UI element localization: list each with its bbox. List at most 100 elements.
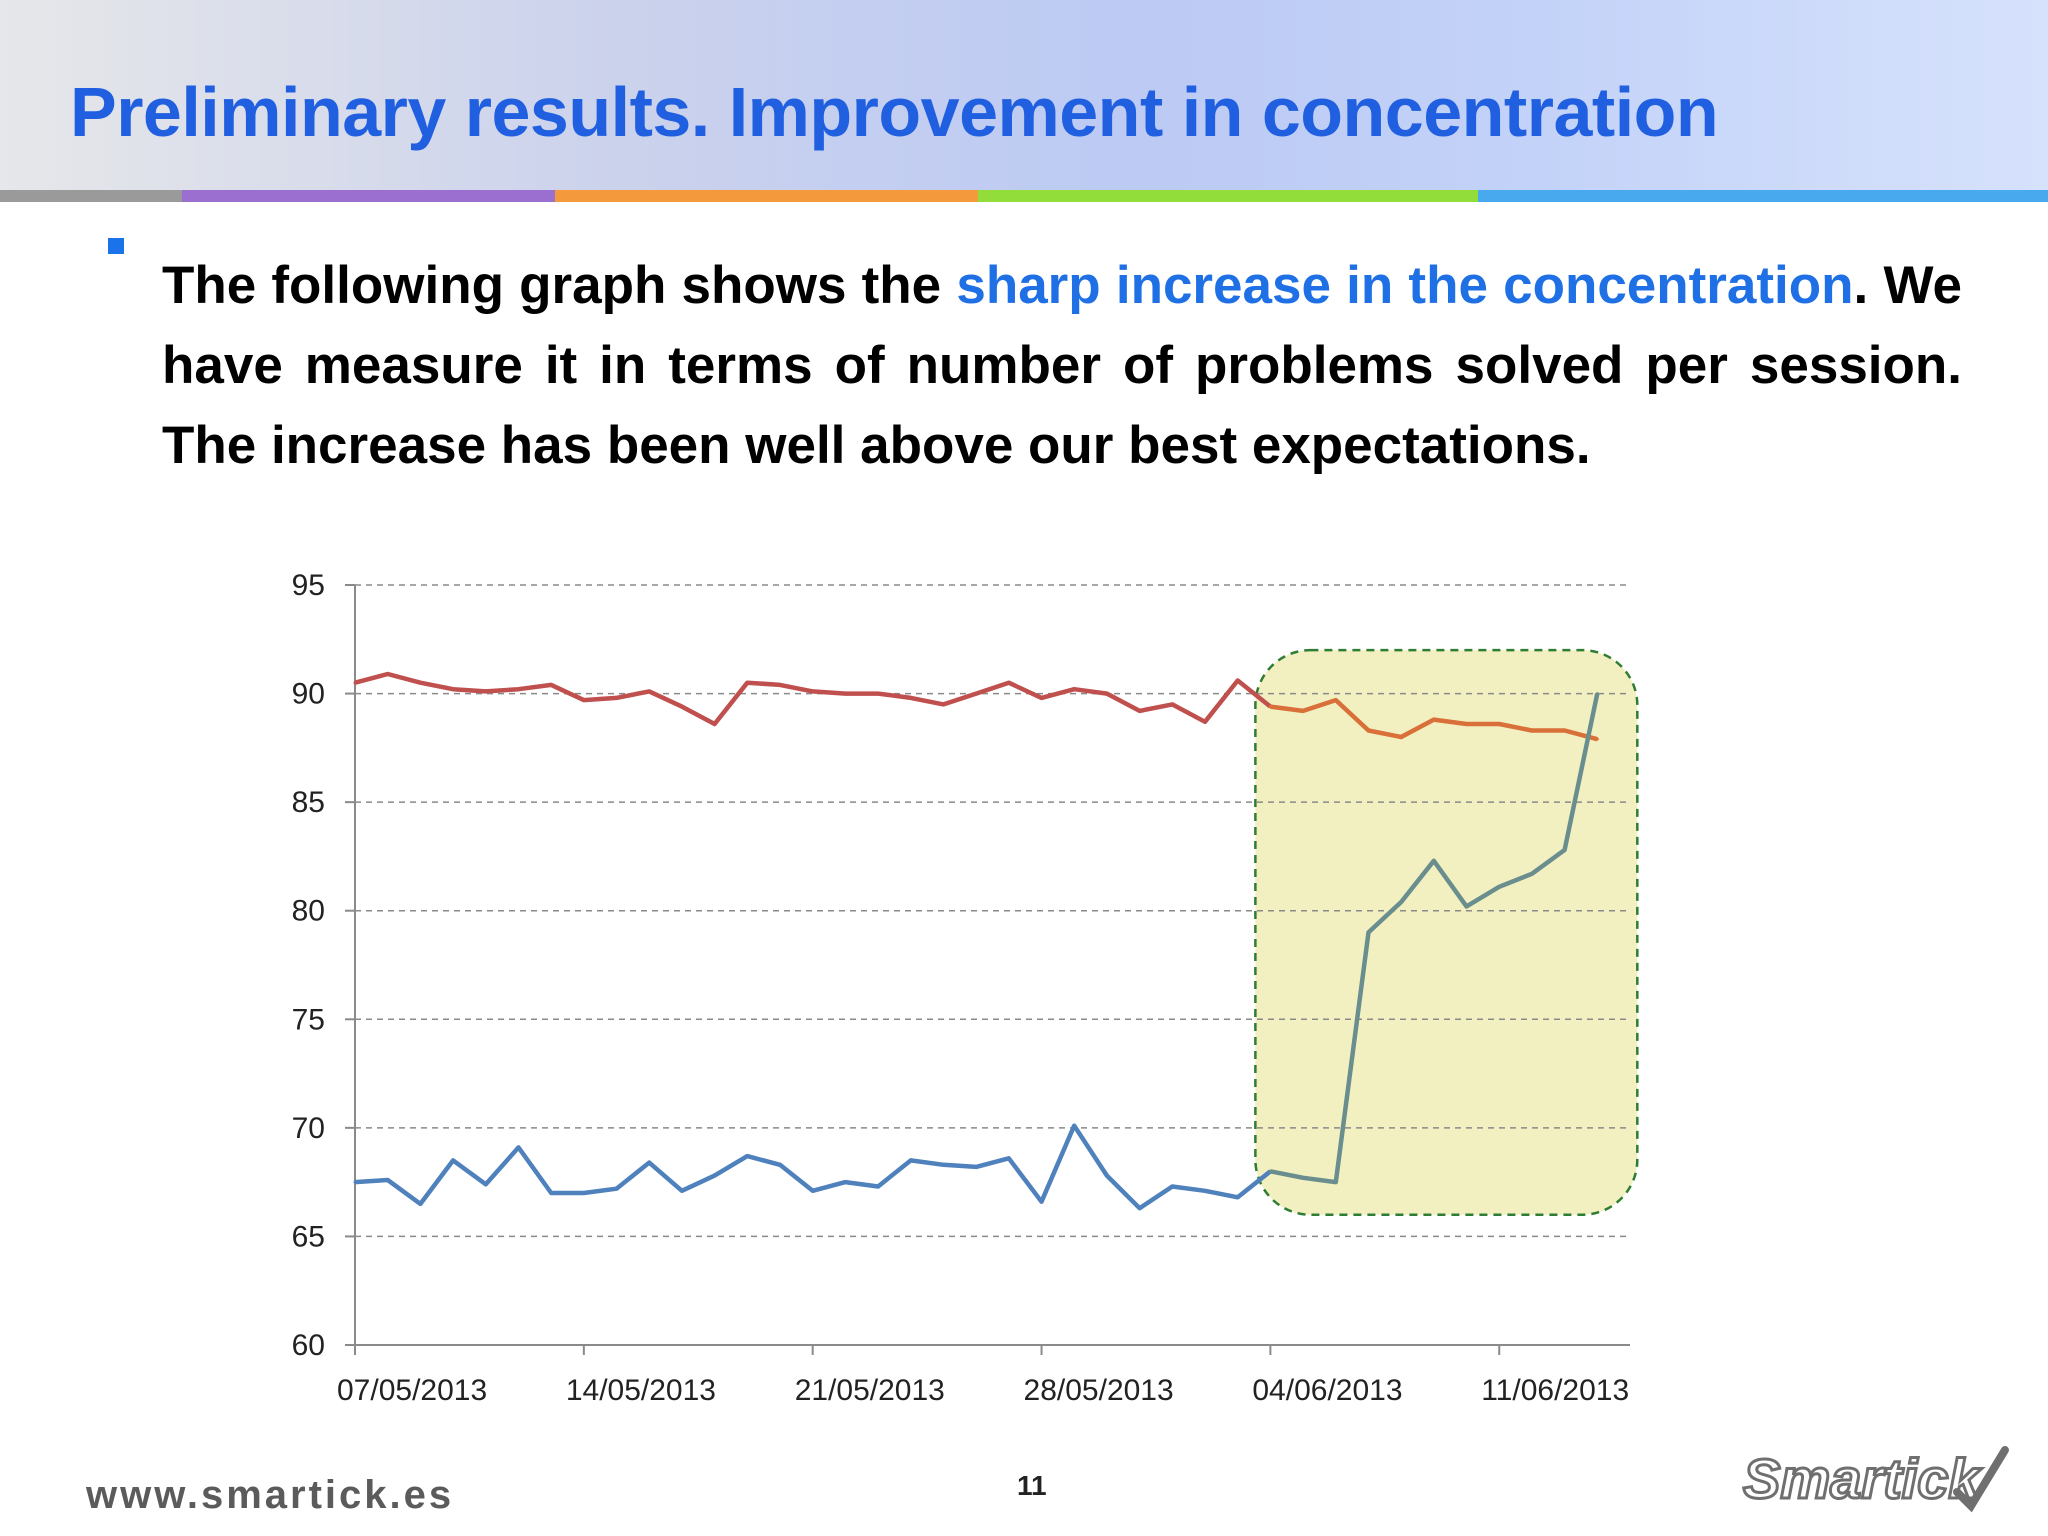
series-0-point-28 (1268, 705, 1272, 709)
series-0-point-24 (1138, 709, 1142, 713)
series-1-point-37 (1563, 848, 1567, 852)
series-0-point-35 (1497, 722, 1501, 726)
series-0-point-2 (418, 681, 422, 685)
x-tick-label-1: 14/05/2013 (566, 1374, 716, 1407)
x-tick-label-4: 04/06/2013 (1252, 1374, 1402, 1407)
series-1-point-26 (1203, 1189, 1207, 1193)
series-1-point-10 (680, 1189, 684, 1193)
series-1-point-31 (1366, 930, 1370, 934)
series-1-point-11 (713, 1174, 717, 1178)
series-1-point-33 (1432, 859, 1436, 863)
series-1-point-36 (1530, 872, 1534, 876)
bullet-text-end: . We have measure it in terms of number … (162, 256, 1962, 475)
series-0-point-37 (1563, 728, 1567, 732)
series-1-point-2 (418, 1202, 422, 1206)
series-0-point-30 (1334, 698, 1338, 702)
x-tick-label-0: 07/05/2013 (337, 1374, 487, 1407)
series-0-point-34 (1465, 722, 1469, 726)
series-0-point-33 (1432, 718, 1436, 722)
concentration-chart: 60 65 70 75 80 85 90 95 07/05/2013 14/05/2013 21/0… (190, 545, 1700, 1430)
series-1-point-20 (1007, 1156, 1011, 1160)
series-0-point-21 (1040, 696, 1044, 700)
series-0-point-11 (713, 722, 717, 726)
footer-url: www.smartick.es (86, 1473, 455, 1517)
x-tick-label-2: 21/05/2013 (795, 1374, 945, 1407)
series-0-point-22 (1072, 687, 1076, 691)
series-1-point-1 (386, 1178, 390, 1182)
series-1-point-35 (1497, 885, 1501, 889)
series-0-point-15 (843, 692, 847, 696)
series-1-point-29 (1301, 1176, 1305, 1180)
bullet-highlight: sharp increase in the concentration (956, 256, 1854, 315)
series-1-point-24 (1138, 1206, 1142, 1210)
series-0-point-19 (974, 692, 978, 696)
series-1-point-27 (1236, 1195, 1240, 1199)
bullet-text: The following graph shows the sharp incr… (162, 246, 1962, 486)
series-1-point-22 (1072, 1124, 1076, 1128)
series-1-point-17 (909, 1158, 913, 1162)
series-0-point-8 (615, 696, 619, 700)
slide-header: Preliminary results. Improvement in conc… (0, 0, 2048, 190)
series-1-point-7 (582, 1191, 586, 1195)
color-strip-purple (182, 190, 555, 202)
y-tick-label-85: 85 (292, 786, 325, 819)
slide-title: Preliminary results. Improvement in conc… (70, 73, 1719, 151)
x-tick-label-3: 28/05/2013 (1024, 1374, 1174, 1407)
series-1-point-13 (778, 1163, 782, 1167)
color-strip-green (978, 190, 1478, 202)
series-0-point-6 (549, 683, 553, 687)
series-0-point-36 (1530, 728, 1534, 732)
series-1-point-5 (516, 1145, 520, 1149)
chart-svg: 60 65 70 75 80 85 90 95 07/05/2013 14/05/2013 21/0… (292, 569, 1639, 1407)
series-1-point-6 (549, 1191, 553, 1195)
y-tick-label-60: 60 (292, 1329, 325, 1362)
series-1-point-28 (1268, 1169, 1272, 1173)
series-0-point-7 (582, 698, 586, 702)
y-tick-label-65: 65 (292, 1220, 325, 1253)
y-tick-label-80: 80 (292, 895, 325, 928)
y-tick-label-90: 90 (292, 678, 325, 711)
series-0-point-16 (876, 692, 880, 696)
series-0-point-1 (386, 672, 390, 676)
series-0-point-14 (811, 689, 815, 693)
series-1-point-15 (843, 1180, 847, 1184)
color-strip-gray (0, 190, 182, 202)
y-tick-label-70: 70 (292, 1112, 325, 1145)
series-1-line (354, 1123, 1272, 1211)
series-1-point-32 (1399, 900, 1403, 904)
series-1-point-34 (1465, 904, 1469, 908)
series-1-point-38 (1595, 692, 1599, 696)
x-tick-label-5: 11/06/2013 (1481, 1374, 1629, 1407)
color-strip-orange (555, 190, 978, 202)
series-0-point-38 (1595, 737, 1599, 741)
y-tick-label-75: 75 (292, 1003, 325, 1036)
series-1-point-0 (353, 1180, 357, 1184)
series-0-point-27 (1236, 679, 1240, 683)
series-1-point-16 (876, 1184, 880, 1188)
logo-text: Smartick (1743, 1447, 1982, 1510)
y-tick-label-95: 95 (292, 569, 325, 602)
series-0-point-25 (1170, 702, 1174, 706)
series-1-point-19 (974, 1165, 978, 1169)
series-0-point-32 (1399, 735, 1403, 739)
series-0-point-26 (1203, 720, 1207, 724)
series-1-point-3 (451, 1158, 455, 1162)
series-0-point-13 (778, 683, 782, 687)
series-1-point-9 (647, 1161, 651, 1165)
series-0-line (354, 671, 1272, 727)
series-1-point-12 (745, 1154, 749, 1158)
series-0-point-4 (484, 689, 488, 693)
series-0-point-31 (1366, 728, 1370, 732)
series-0-point-18 (941, 702, 945, 706)
page-number: 11 (1017, 1470, 1047, 1501)
series-1-point-23 (1105, 1174, 1109, 1178)
series-0-point-0 (353, 681, 357, 685)
series-1-point-8 (615, 1187, 619, 1191)
series-1-point-21 (1040, 1200, 1044, 1204)
series-1-point-30 (1334, 1180, 1338, 1184)
series-0-point-23 (1105, 692, 1109, 696)
series-1-point-14 (811, 1189, 815, 1193)
series-0-point-9 (647, 689, 651, 693)
series-0-point-3 (451, 687, 455, 691)
series-0-point-29 (1301, 709, 1305, 713)
